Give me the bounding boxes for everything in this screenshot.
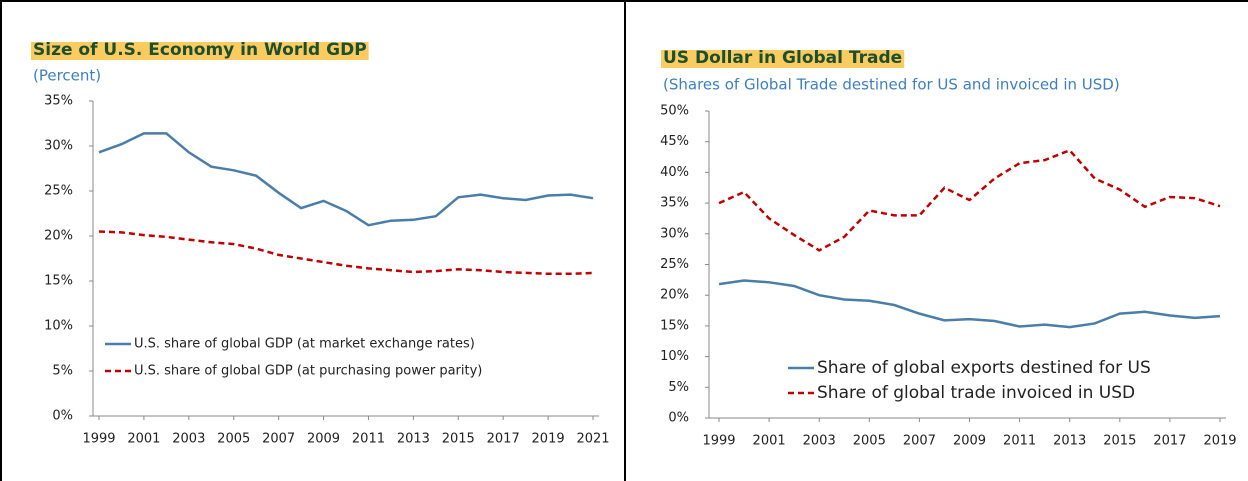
x-tick-label: 2007: [903, 434, 936, 449]
y-tick-label: 10%: [660, 349, 689, 364]
x-tick-label: 2013: [1053, 434, 1086, 449]
legend-label: Share of global trade invoiced in USD: [817, 383, 1135, 403]
x-tick-label: 2001: [753, 434, 786, 449]
y-tick-label: 35%: [44, 94, 73, 109]
y-tick-label: 30%: [660, 226, 689, 241]
legend-label: U.S. share of global GDP (at market exch…: [134, 337, 475, 352]
y-tick-label: 15%: [660, 318, 689, 333]
legend-label: Share of global exports destined for US: [817, 358, 1151, 378]
y-tick-label: 5%: [668, 380, 689, 395]
series-line: [718, 148, 1221, 252]
y-tick-label: 20%: [44, 229, 73, 244]
y-tick-label: 30%: [44, 139, 73, 154]
y-tick-label: 0%: [52, 409, 73, 424]
x-tick-label: 2019: [1203, 434, 1236, 449]
y-tick-label: 10%: [44, 319, 73, 334]
x-tick-label: 2005: [217, 432, 250, 447]
series-line: [98, 230, 594, 276]
chart-subtitle: (Shares of Global Trade destined for US …: [663, 76, 1120, 94]
chart-subtitle: (Percent): [33, 67, 101, 85]
title-highlight: [661, 50, 905, 68]
y-tick-label: 35%: [660, 196, 689, 211]
y-tick-label: 5%: [52, 364, 73, 379]
x-tick-label: 2011: [1003, 434, 1036, 449]
x-tick-label: 2009: [953, 434, 986, 449]
x-tick-label: 2003: [172, 432, 205, 447]
x-tick-label: 2017: [487, 432, 520, 447]
x-tick-label: 2011: [352, 432, 385, 447]
series-line: [98, 132, 594, 227]
y-tick-label: 0%: [668, 411, 689, 426]
x-tick-label: 2009: [307, 432, 340, 447]
y-tick-label: 45%: [660, 134, 689, 149]
x-tick-label: 2005: [853, 434, 886, 449]
y-tick-label: 25%: [660, 257, 689, 272]
x-tick-label: 2015: [442, 432, 475, 447]
y-tick-label: 50%: [660, 104, 689, 119]
title-highlight: [31, 42, 369, 60]
legend-label: U.S. share of global GDP (at purchasing …: [134, 364, 482, 379]
y-tick-label: 15%: [44, 274, 73, 289]
chart-title: Size of U.S. Economy in World GDP: [33, 40, 367, 60]
series-line: [718, 279, 1221, 329]
x-tick-label: 2003: [803, 434, 836, 449]
x-tick-label: 2013: [397, 432, 430, 447]
x-tick-label: 2021: [576, 432, 609, 447]
x-tick-label: 2017: [1153, 434, 1186, 449]
x-tick-label: 2007: [262, 432, 295, 447]
x-tick-label: 1999: [702, 434, 735, 449]
x-tick-label: 2019: [532, 432, 565, 447]
y-tick-label: 25%: [44, 184, 73, 199]
y-tick-label: 20%: [660, 288, 689, 303]
chart-title: US Dollar in Global Trade: [663, 48, 902, 68]
y-tick-label: 40%: [660, 165, 689, 180]
x-tick-label: 2001: [127, 432, 160, 447]
x-tick-label: 1999: [82, 432, 115, 447]
x-tick-label: 2015: [1103, 434, 1136, 449]
